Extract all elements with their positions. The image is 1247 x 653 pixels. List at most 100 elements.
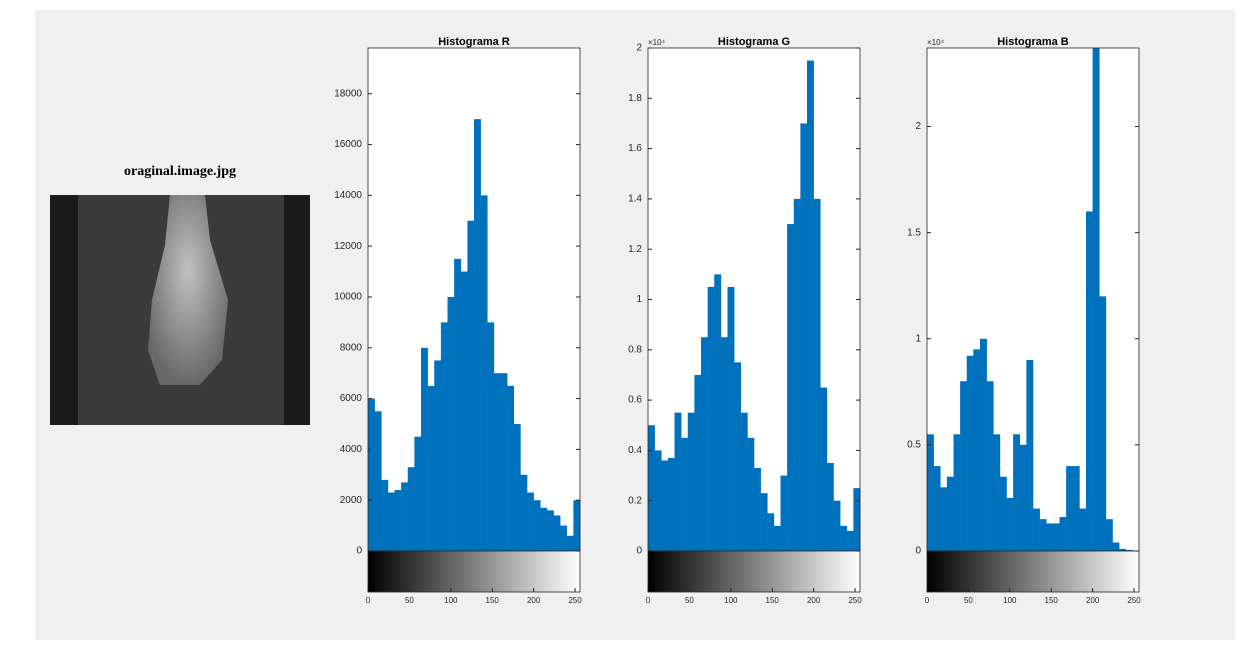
y-tick-label: 2000 (340, 495, 363, 506)
histogram-bar (1086, 211, 1093, 551)
y-tick-label: 8000 (340, 342, 363, 353)
colorbar (647, 550, 861, 593)
histogram-bar (999, 476, 1007, 551)
x-tick-label: 150 (766, 596, 780, 605)
x-tick-label: 100 (444, 596, 458, 605)
histogram-axes: 0 0.5 1 1.5 2 0 50 100 150 200 250 Histograma B ×10⁴ (907, 36, 1141, 605)
histogram-bar (846, 530, 854, 551)
y-tick-label: 1.8 (628, 93, 642, 104)
histogram-bar (767, 513, 775, 551)
histogram-bar (853, 488, 861, 551)
x-tick-label: 0 (925, 596, 930, 605)
histogram-bar (980, 338, 987, 551)
histogram-bar (566, 535, 574, 551)
histogram-bar (1052, 523, 1060, 551)
histogram-bar (1072, 466, 1080, 551)
histogram-bar (434, 360, 442, 551)
histogram-bar (966, 355, 974, 551)
histogram-bar (654, 450, 662, 551)
y-tick-label: 1.5 (907, 227, 921, 238)
histogram-bar (927, 434, 934, 551)
y-tick-label: 12000 (334, 241, 362, 252)
y-tick-label: 0.6 (628, 395, 642, 406)
chart-title: Histograma B (997, 36, 1069, 48)
y-tick-label: 0.5 (907, 440, 921, 451)
image-title: oraginal.image.jpg (124, 164, 236, 179)
histogram-bar (374, 411, 382, 551)
histogram-bar (493, 373, 501, 551)
histogram-bar (474, 119, 481, 551)
histogram-bar (560, 525, 568, 551)
x-tick-label: 100 (724, 596, 738, 605)
y-tick-label: 2 (636, 43, 642, 54)
y-exponent: ×10⁴ (648, 38, 666, 47)
histogram-bar (1092, 48, 1100, 551)
histogram-bar (368, 398, 375, 551)
histogram-bar (661, 460, 669, 551)
chart-title: Histograma R (438, 36, 510, 48)
x-tick-label: 200 (807, 596, 821, 605)
histogram-bar (533, 500, 541, 551)
x-tick-label: 200 (1086, 596, 1100, 605)
histogram-bar (540, 507, 548, 551)
y-tick-label: 0.8 (628, 344, 642, 355)
histogram-bar (807, 60, 814, 551)
histogram-bar (720, 337, 728, 551)
histogram-bar (1059, 517, 1067, 551)
histogram-axes: 0200040006000800010000120001400016000180… (334, 36, 582, 605)
histogram-bar (993, 434, 1001, 551)
histogram-bar (940, 487, 948, 551)
histogram-bar (820, 387, 828, 551)
histogram-bar (773, 525, 781, 551)
histogram-bar (813, 198, 821, 551)
histogram-bar (674, 412, 682, 551)
histogram-bar (387, 492, 395, 551)
histogram-bar (1019, 444, 1027, 551)
histogram-bar (1105, 519, 1113, 551)
histogram-bar (707, 286, 715, 551)
histogram-bar (754, 468, 761, 551)
histogram-bar (454, 258, 462, 551)
histogram-bar (714, 274, 722, 551)
histogram-bar (573, 500, 581, 551)
y-tick-label: 1.4 (628, 194, 642, 205)
histogram-bar (727, 286, 735, 551)
histogram-bar (787, 224, 795, 552)
histogram-bar (960, 381, 968, 551)
histogram-bar (1026, 359, 1034, 551)
y-tick-label: 0.4 (628, 445, 642, 456)
y-tick-label: 10000 (334, 292, 362, 303)
histogram-bar (793, 198, 801, 551)
histogram-bar (440, 322, 448, 551)
histogram-bar (1033, 508, 1040, 551)
original-image (50, 195, 310, 425)
histogram-bar (414, 436, 422, 551)
histogram-bar (1039, 519, 1047, 551)
histogram-bar (747, 437, 755, 551)
y-tick-label: 1 (915, 333, 921, 344)
histogram-bar (546, 510, 554, 551)
y-tick-label: 14000 (334, 190, 362, 201)
y-tick-label: 1.2 (628, 244, 642, 255)
x-tick-label: 250 (568, 596, 582, 605)
x-tick-label: 150 (1045, 596, 1059, 605)
histogram-bar (500, 373, 508, 551)
histogram-bar (407, 467, 415, 551)
histogram-bar (701, 337, 708, 551)
histogram-bar (840, 525, 848, 551)
histogram-bar (986, 381, 994, 551)
x-tick-label: 50 (685, 596, 694, 605)
colorbar (367, 550, 581, 593)
x-tick-label: 100 (1003, 596, 1017, 605)
histogram-bar (487, 322, 495, 551)
histogram-bar (1066, 466, 1074, 551)
histogram-bar (520, 474, 528, 551)
x-tick-label: 250 (1127, 596, 1141, 605)
chart-title: Histograma G (718, 36, 790, 48)
histogram-bar (507, 385, 515, 551)
histogram-bar (394, 490, 402, 551)
x-tick-label: 50 (405, 596, 414, 605)
histogram-bar (946, 476, 954, 551)
y-tick-label: 0 (915, 546, 921, 557)
histogram-bar (1046, 523, 1054, 551)
